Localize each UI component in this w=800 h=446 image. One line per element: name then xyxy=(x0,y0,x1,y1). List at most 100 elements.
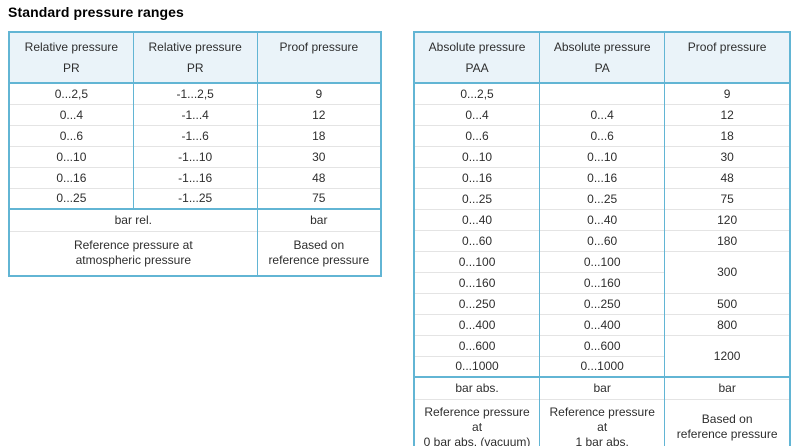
table-cell: 0...4 xyxy=(539,103,665,125)
table-cell: 9 xyxy=(256,83,381,104)
table-row: 0...1000 0...1000 xyxy=(414,355,790,377)
table-cell: 12 xyxy=(256,103,381,125)
table-cell: 0...250 xyxy=(414,292,540,314)
table-row: 0...2,5 9 xyxy=(414,83,790,104)
table-cell: 30 xyxy=(256,145,381,167)
header-row: Absolute pressure PAA Absolute pressure PA P… xyxy=(414,32,790,84)
table-cell: 0...400 xyxy=(414,313,540,335)
table-cell: 180 xyxy=(664,229,790,251)
absolute-table-footer: bar abs. bar bar Reference pressure at 0 ba… xyxy=(414,376,790,446)
header-line-1: Proof pressure xyxy=(687,40,767,54)
table-row: 0...6 0...6 18 xyxy=(414,124,790,146)
table-cell: 0...2,5 xyxy=(54,86,89,101)
unit-row: bar abs. bar bar xyxy=(414,376,790,399)
table-cell: 48 xyxy=(664,166,790,188)
column-header: Absolute pressure PA xyxy=(539,32,665,84)
table-cell: 800 xyxy=(664,313,790,335)
table-cell: 12 xyxy=(664,103,790,125)
table-cell: 0...40 xyxy=(539,208,665,230)
table-cell: 0...6 xyxy=(414,124,540,146)
table-row: 0...16 -1...16 48 xyxy=(9,166,381,188)
reference-cell: Based on reference pressure xyxy=(256,230,381,276)
reference-row: Reference pressure at atmospheric pressu… xyxy=(9,230,381,276)
table-row: 0...4 -1...4 12 xyxy=(9,103,381,125)
relative-table-body: 0...2,5 -1...2,5 9 0...4 -1...4 12 0...6 -1...6… xyxy=(9,83,381,209)
header-line-1: Relative pressure xyxy=(148,40,242,54)
table-cell: 0...160 xyxy=(539,271,665,293)
table-cell: -1...10 xyxy=(132,145,258,167)
table-cell: 0...16 xyxy=(539,166,665,188)
column-header: Relative pressure PR xyxy=(9,32,134,84)
table-cell: 0...6 xyxy=(9,124,134,146)
table-row: 0...60 0...60 180 xyxy=(414,229,790,251)
table-row: 0...160 0...160 xyxy=(414,271,790,293)
table-cell: 0...2,5 xyxy=(460,86,494,101)
table-cell: 0...60 xyxy=(414,229,540,251)
relative-table-header: Relative pressure PR Relative pressure PR Pr… xyxy=(9,32,381,84)
column-header: Proof pressure xyxy=(256,32,381,84)
table-cell: 500 xyxy=(664,292,790,314)
header-line-2: PAA xyxy=(465,61,489,75)
table-cell: 0...25 xyxy=(9,187,134,209)
header-line-2: PR xyxy=(186,61,204,75)
table-cell: 1200 xyxy=(664,334,790,377)
table-cell: 0...10 xyxy=(539,145,665,167)
table-cell: 18 xyxy=(256,124,381,146)
column-header: Proof pressure xyxy=(664,32,790,84)
header-row: Relative pressure PR Relative pressure PR Pr… xyxy=(9,32,381,84)
unit-row: bar rel. bar xyxy=(9,208,381,231)
unit-cell: bar rel. xyxy=(9,208,258,231)
unit-cell: bar xyxy=(539,376,665,399)
table-row: 0...16 0...16 48 xyxy=(414,166,790,188)
table-cell: 75 xyxy=(664,187,790,209)
table-cell: 75 xyxy=(256,187,381,209)
table-row: 0...4 0...4 12 xyxy=(414,103,790,125)
header-line-2: PA xyxy=(594,61,610,75)
table-cell: 0...10 xyxy=(9,145,134,167)
unit-cell: bar abs. xyxy=(414,376,540,399)
table-cell: -1...6 xyxy=(132,124,258,146)
relative-table-footer: bar rel. bar Reference pressure at atmosph… xyxy=(9,208,381,276)
table-cell xyxy=(539,83,665,104)
table-row: 0...250 0...250 500 xyxy=(414,292,790,314)
table-cell: 18 xyxy=(664,124,790,146)
table-row: 0...10 -1...10 30 xyxy=(9,145,381,167)
table-row: 0...6 -1...6 18 xyxy=(9,124,381,146)
table-cell: 0...4 xyxy=(9,103,134,125)
table-cell: 48 xyxy=(256,166,381,188)
table-cell: 0...600 xyxy=(539,334,665,356)
header-line-1: Absolute pressure xyxy=(553,40,651,54)
table-cell: 0...250 xyxy=(539,292,665,314)
table-cell: 0...100 xyxy=(414,250,540,272)
page-title: Standard pressure ranges xyxy=(8,4,184,20)
column-header: Relative pressure PR xyxy=(132,32,258,84)
table-cell: 30 xyxy=(664,145,790,167)
table-cell: 0...10 xyxy=(414,145,540,167)
table-cell: 0...400 xyxy=(539,313,665,335)
table-cell: 0...25 xyxy=(539,187,665,209)
reference-cell: Reference pressure at 0 bar abs. (vacuum… xyxy=(414,398,540,446)
table-cell: 0...600 xyxy=(414,334,540,356)
header-line-1: Absolute pressure xyxy=(428,40,526,54)
table-cell: 0...60 xyxy=(539,229,665,251)
table-cell: 0...6 xyxy=(539,124,665,146)
absolute-table-header: Absolute pressure PAA Absolute pressure PA P… xyxy=(414,32,790,84)
table-row: 0...2,5 -1...2,5 9 xyxy=(9,83,381,104)
table-row: 0...25 -1...25 75 xyxy=(9,187,381,209)
table-cell: 9 xyxy=(664,83,790,104)
absolute-pressure-table: Absolute pressure PAA Absolute pressure PA P… xyxy=(413,31,791,446)
reference-cell: Reference pressure at atmospheric pressu… xyxy=(9,230,258,276)
table-cell: -1...16 xyxy=(132,166,258,188)
table-row: 0...25 0...25 75 xyxy=(414,187,790,209)
reference-cell: Reference pressure at 1 bar abs. xyxy=(539,398,665,446)
table-row: 0...400 0...400 800 xyxy=(414,313,790,335)
table-cell: 0...16 xyxy=(414,166,540,188)
header-line-2: PR xyxy=(63,61,80,75)
table-cell: 0...1000 xyxy=(539,355,665,377)
reference-cell: Based on reference pressure xyxy=(664,398,790,446)
unit-cell: bar xyxy=(664,376,790,399)
absolute-table-body: 0...2,5 9 0...4 0...4 12 0...6 0...6 18 0...10 0.… xyxy=(414,83,790,377)
table-cell: -1...25 xyxy=(132,187,258,209)
table-cell: 0...160 xyxy=(414,271,540,293)
